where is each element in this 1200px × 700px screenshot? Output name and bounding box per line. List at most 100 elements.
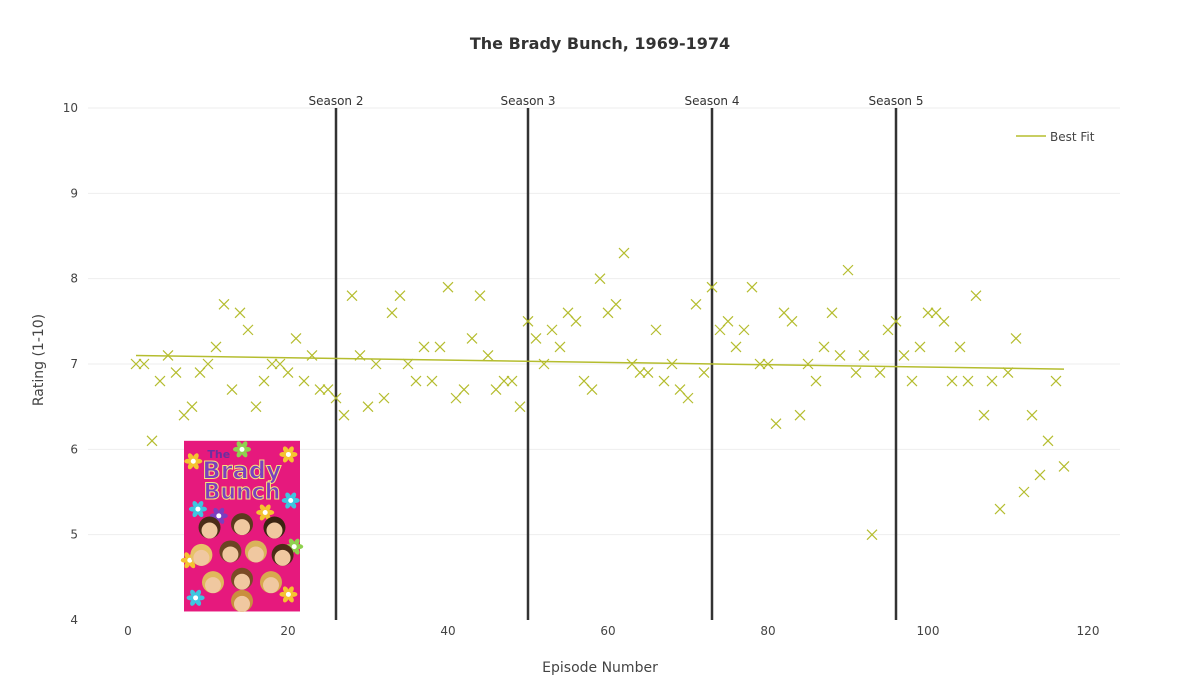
data-point[interactable] (794, 409, 806, 421)
data-point[interactable] (242, 324, 254, 336)
data-point[interactable] (610, 298, 622, 310)
legend[interactable]: Best Fit (1016, 130, 1095, 144)
data-point[interactable] (802, 358, 814, 370)
data-point[interactable] (330, 392, 342, 404)
data-point[interactable] (746, 281, 758, 293)
data-point[interactable] (1058, 460, 1070, 472)
data-point[interactable] (642, 367, 654, 378)
data-point[interactable] (290, 332, 302, 344)
data-point[interactable] (938, 315, 950, 327)
data-point[interactable] (266, 358, 278, 370)
data-point[interactable] (130, 358, 142, 370)
data-point[interactable] (378, 392, 390, 404)
data-point[interactable] (402, 358, 414, 370)
data-point[interactable] (986, 375, 998, 387)
data-point[interactable] (914, 341, 926, 353)
data-point[interactable] (650, 324, 662, 336)
data-point[interactable] (954, 341, 966, 353)
data-point[interactable] (410, 375, 422, 387)
data-point[interactable] (426, 375, 438, 387)
data-point[interactable] (1050, 375, 1062, 387)
data-point[interactable] (994, 503, 1006, 515)
data-point[interactable] (586, 384, 598, 396)
data-point[interactable] (514, 401, 526, 413)
data-point[interactable] (906, 375, 918, 387)
data-point[interactable] (146, 435, 158, 447)
data-point[interactable] (314, 384, 326, 396)
data-point[interactable] (618, 247, 630, 259)
data-point[interactable] (186, 401, 198, 413)
data-point[interactable] (1002, 367, 1014, 378)
data-point[interactable] (1010, 332, 1022, 344)
data-point[interactable] (698, 367, 710, 378)
data-point[interactable] (850, 367, 862, 378)
data-point[interactable] (546, 324, 558, 336)
data-point[interactable] (154, 375, 166, 387)
data-point[interactable] (346, 290, 358, 302)
data-point[interactable] (226, 384, 238, 396)
data-point[interactable] (530, 332, 542, 344)
data-point[interactable] (970, 290, 982, 302)
data-point[interactable] (362, 401, 374, 413)
data-point[interactable] (306, 350, 318, 361)
data-point[interactable] (434, 341, 446, 353)
data-point[interactable] (770, 418, 782, 430)
data-point[interactable] (482, 350, 494, 361)
data-point[interactable] (338, 409, 350, 421)
data-point[interactable] (874, 367, 886, 378)
data-point[interactable] (1026, 409, 1038, 421)
data-point[interactable] (458, 384, 470, 396)
data-point[interactable] (754, 358, 766, 370)
data-point[interactable] (922, 307, 934, 319)
data-point[interactable] (962, 375, 974, 387)
data-point[interactable] (170, 367, 182, 378)
data-point[interactable] (658, 375, 670, 387)
data-point[interactable] (706, 281, 718, 293)
data-point[interactable] (1042, 435, 1054, 447)
data-point[interactable] (594, 273, 606, 285)
data-point[interactable] (738, 324, 750, 336)
data-point[interactable] (826, 307, 838, 319)
data-point[interactable] (354, 350, 366, 361)
data-point[interactable] (210, 341, 222, 353)
data-point[interactable] (466, 332, 478, 344)
data-point[interactable] (554, 341, 566, 353)
data-point[interactable] (522, 315, 534, 327)
data-point[interactable] (810, 375, 822, 387)
data-point[interactable] (762, 358, 774, 370)
data-point[interactable] (866, 529, 878, 541)
data-point[interactable] (442, 281, 454, 293)
data-point[interactable] (570, 315, 582, 327)
data-point[interactable] (202, 358, 214, 370)
data-point[interactable] (162, 350, 174, 361)
data-point[interactable] (218, 298, 230, 310)
data-point[interactable] (682, 392, 694, 404)
data-point[interactable] (946, 375, 958, 387)
data-point[interactable] (978, 409, 990, 421)
data-point[interactable] (386, 307, 398, 319)
data-point[interactable] (298, 375, 310, 387)
data-point[interactable] (898, 350, 910, 361)
data-point[interactable] (858, 350, 870, 361)
data-point[interactable] (250, 401, 262, 413)
data-point[interactable] (234, 307, 246, 319)
data-point[interactable] (690, 298, 702, 310)
data-point[interactable] (282, 367, 294, 378)
data-point[interactable] (418, 341, 430, 353)
data-point[interactable] (498, 375, 510, 387)
data-point[interactable] (834, 350, 846, 361)
data-point[interactable] (666, 358, 678, 370)
data-point[interactable] (818, 341, 830, 353)
data-point[interactable] (138, 358, 150, 370)
data-point[interactable] (506, 375, 518, 387)
data-point[interactable] (1034, 469, 1046, 481)
data-point[interactable] (890, 315, 902, 327)
data-point[interactable] (258, 375, 270, 387)
data-point[interactable] (722, 315, 734, 327)
data-point[interactable] (730, 341, 742, 353)
data-point[interactable] (1018, 486, 1030, 498)
data-point[interactable] (370, 358, 382, 370)
data-point[interactable] (474, 290, 486, 302)
data-point[interactable] (842, 264, 854, 276)
data-point[interactable] (538, 358, 550, 370)
